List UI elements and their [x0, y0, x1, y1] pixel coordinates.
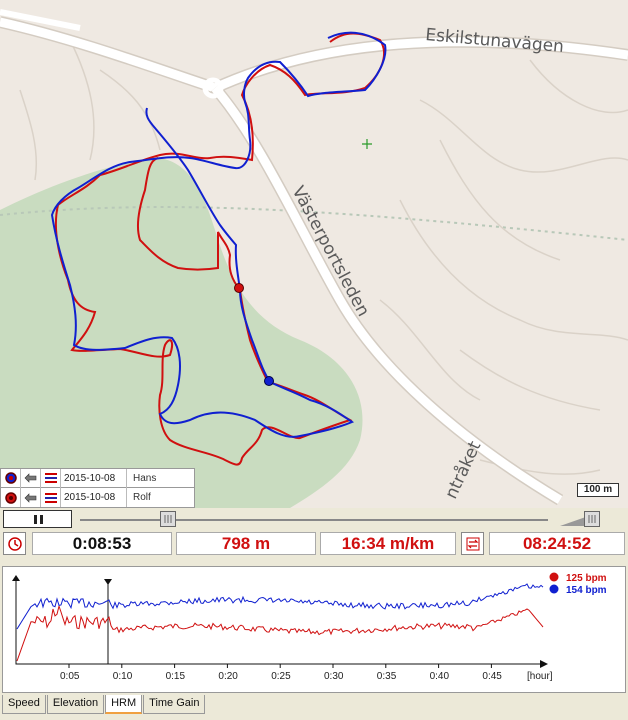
trail-path — [0, 206, 628, 241]
x-tick-label: 0:30 — [324, 671, 344, 682]
stats-bar: 0:08:53 798 m 16:34 m/km 08:24:52 — [0, 530, 628, 557]
tab-time-gain[interactable]: Time Gain — [143, 695, 206, 714]
series-line-125-bpm — [16, 604, 544, 662]
legend-label-blue: 154 bpm — [566, 585, 607, 596]
runner-row-hans[interactable]: 2015-10-08 Hans — [0, 468, 195, 488]
legend-dot-red — [549, 572, 559, 582]
runner-options-icon[interactable] — [41, 488, 61, 507]
distance-value: 798 m — [176, 532, 316, 555]
runner-list: 2015-10-08 Hans 2015-10-08 Rolf — [0, 468, 195, 508]
runner-date: 2015-10-08 — [61, 488, 127, 507]
forest-area — [0, 158, 363, 508]
chart-tabs: Speed Elevation HRM Time Gain — [2, 695, 206, 715]
time-slider-track[interactable] — [80, 519, 548, 521]
runner-color-icon[interactable] — [1, 488, 21, 507]
runner-date: 2015-10-08 — [61, 468, 127, 488]
x-tick-label: 0:35 — [377, 671, 397, 682]
hrm-chart[interactable]: 0:05 0:10 0:15 0:20 0:25 0:30 0:35 0:40 0:45 125… — [2, 566, 626, 693]
elapsed-time: 0:08:53 — [32, 532, 172, 555]
clock-toggle-button[interactable] — [3, 532, 26, 555]
runner-name: Hans — [133, 472, 157, 484]
road-eskilstunavagen — [0, 17, 628, 93]
speed-slider-thumb[interactable] — [584, 511, 600, 527]
runner-color-icon[interactable] — [1, 468, 21, 488]
pause-button[interactable] — [3, 510, 72, 528]
x-tick-label: 0:40 — [430, 671, 450, 682]
tab-elevation[interactable]: Elevation — [46, 695, 105, 714]
road-label-partial: ntråket — [440, 437, 485, 502]
tab-hrm[interactable]: HRM — [105, 695, 143, 714]
runner-row-rolf[interactable]: 2015-10-08 Rolf — [0, 488, 195, 508]
series-line-154-bpm — [16, 583, 544, 630]
runner-visibility-icon[interactable] — [21, 488, 41, 507]
hrm-chart-canvas[interactable]: 0:05 0:10 0:15 0:20 0:25 0:30 0:35 0:40 0:45 125… — [3, 567, 625, 692]
chart-axes — [15, 577, 546, 665]
playback-bar — [0, 508, 628, 530]
x-tick-label: 0:25 — [271, 671, 291, 682]
swap-button[interactable] — [461, 532, 484, 555]
road-label-vasterportsleden: Västerportsleden — [288, 183, 374, 320]
road-vasterportsleden — [211, 85, 563, 504]
map-canvas[interactable]: Eskilstunavägen Västerportsleden ntråket — [0, 0, 628, 508]
x-axis-ticks: 0:05 0:10 0:15 0:20 0:25 0:30 0:35 0:40 0:45 — [60, 664, 502, 682]
roundabout — [202, 77, 224, 99]
time-slider-thumb[interactable] — [160, 511, 176, 527]
runner-options-icon[interactable] — [41, 468, 61, 488]
pace-value: 16:34 m/km — [320, 532, 456, 555]
route-map[interactable]: Eskilstunavägen Västerportsleden ntråket… — [0, 0, 628, 508]
swap-icon — [466, 537, 479, 550]
runner-visibility-icon[interactable] — [21, 468, 41, 488]
y-axis-arrow-icon — [12, 575, 20, 581]
route-hans — [50, 31, 387, 438]
x-tick-label: 0:45 — [482, 671, 502, 682]
x-tick-label: 0:15 — [166, 671, 186, 682]
route-rolf — [54, 32, 385, 466]
tab-speed[interactable]: Speed — [2, 695, 46, 714]
runner-marker-rolf[interactable] — [234, 283, 244, 293]
runner-marker-hans[interactable] — [264, 376, 274, 386]
x-tick-label: 0:20 — [218, 671, 238, 682]
cursor-marker-icon — [104, 579, 112, 585]
road-label-eskilstunavagen: Eskilstunavägen — [425, 25, 565, 57]
legend-label-red: 125 bpm — [566, 573, 607, 584]
x-tick-label: 0:05 — [60, 671, 80, 682]
scale-bar: 100 m — [577, 483, 619, 497]
clock-time: 08:24:52 — [489, 532, 625, 555]
runner-name: Rolf — [133, 492, 151, 503]
x-axis-unit: [hour] — [527, 671, 553, 682]
x-axis-arrow-icon — [540, 660, 548, 668]
legend-dot-blue — [549, 584, 559, 594]
crosshair-icon — [362, 139, 372, 149]
x-tick-label: 0:10 — [113, 671, 133, 682]
clock-icon — [7, 536, 22, 551]
